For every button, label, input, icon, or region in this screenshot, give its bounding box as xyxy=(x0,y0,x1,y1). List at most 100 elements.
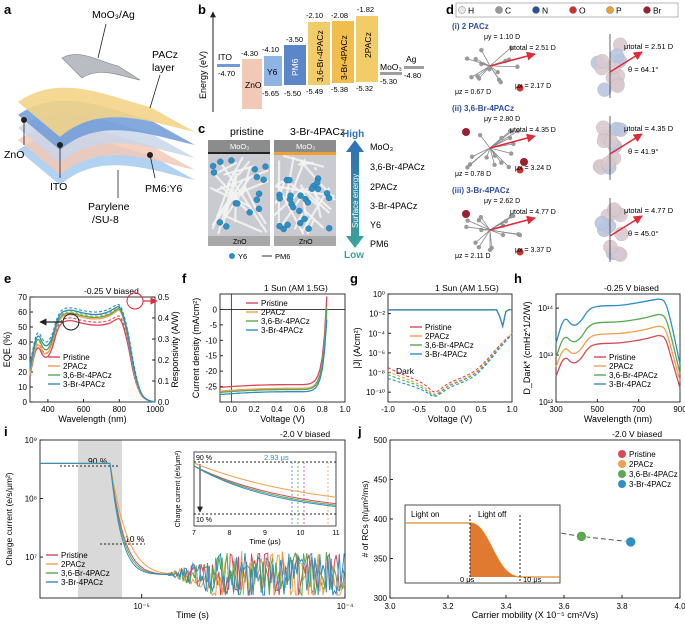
f-ytick-label: -15 xyxy=(205,352,217,361)
e-ytick-label: 60 xyxy=(18,308,27,317)
pm6-band xyxy=(284,45,306,85)
molecule-bond xyxy=(489,137,502,149)
molecule-atom xyxy=(499,160,504,165)
i-ann10: 10 % xyxy=(125,534,145,544)
g-ytick-label: 10⁻⁸ xyxy=(369,369,386,378)
j-legend-label-3: 3-Br-4PACz xyxy=(629,480,671,489)
order-0: MoO₃ xyxy=(370,142,394,152)
twopacz-bottom: -5.32 xyxy=(356,84,373,93)
i-inset-xtick: 10 xyxy=(297,530,305,537)
y6-sphere xyxy=(289,204,297,211)
molecule-bond xyxy=(489,229,504,236)
i-ytick-label: 10⁹ xyxy=(25,436,37,445)
molecule-br-atom xyxy=(462,210,470,218)
pm6-leader xyxy=(149,154,156,179)
panel-j-label: j xyxy=(357,424,362,439)
j-legend-dot-2 xyxy=(618,470,626,478)
c-pristine-zno xyxy=(208,236,270,246)
i-inset-time: 2.93 μs xyxy=(264,453,289,462)
e-ytick-label: 10 xyxy=(18,383,27,392)
dipole-total-arrow xyxy=(609,51,643,73)
c-pristine-zno-label: ZnO xyxy=(233,239,247,246)
g-dark-series-0 xyxy=(387,332,513,393)
c-pristine-interlayer xyxy=(208,152,270,154)
molecule-atom xyxy=(508,128,513,134)
y6-sphere xyxy=(304,199,312,206)
mu-x-1: μx = 3.24 D xyxy=(515,165,551,172)
e-title: -0.25 V biased xyxy=(84,286,139,296)
molecule-atom xyxy=(500,232,506,238)
c-br3-interlayer xyxy=(274,152,336,155)
twopacz-name: 2PACz xyxy=(363,32,373,58)
label-ito: ITO xyxy=(50,181,67,193)
y6-sphere xyxy=(314,185,322,193)
h-ytick-label: 10¹² xyxy=(539,398,554,407)
label-parylene: Parylene xyxy=(88,201,130,213)
molecule-bond xyxy=(489,147,512,154)
y6-sphere xyxy=(209,162,217,170)
energy-axis-label: Energy (eV) xyxy=(198,51,208,99)
y6-sphere xyxy=(276,195,283,202)
molecule-atom xyxy=(492,162,497,168)
g-dark-series-3 xyxy=(387,333,513,397)
panel-g-logj: g -1.0 -0.5 0.0 0.5 1.0 10⁰ 10⁻² 10⁻⁴ 10⁻⁶ 10⁻⁸ 10… xyxy=(350,271,518,424)
i-legend-label-1: 2PACz xyxy=(61,560,85,569)
e-ytick-label: 40 xyxy=(18,338,27,347)
molecule-bond xyxy=(479,134,491,149)
f-ytick-label: -20 xyxy=(205,367,217,376)
j-xlabel: Carrier mobility (X 10⁻⁵ cm²/Vs) xyxy=(472,610,599,620)
e-resp-series-3 xyxy=(29,303,156,403)
atom-legend-dot-h xyxy=(458,6,466,14)
panel-i-label: i xyxy=(4,424,8,439)
f-xtick-label: 0.2 xyxy=(249,405,261,414)
order-1: 3,6-Br-4PACz xyxy=(370,162,425,172)
j-legend-label-1: 2PACz xyxy=(629,460,653,469)
mu-z-2: μz = 2.11 D xyxy=(455,253,491,260)
twopacz-band xyxy=(356,16,378,82)
molecule-bond xyxy=(489,147,495,165)
mu-x-2: μx = 3.37 D xyxy=(515,247,551,254)
j-legend-label-0: Pristine xyxy=(629,450,656,459)
h-ylabel: D_Dark* (cmHz^1/2/W) xyxy=(522,301,532,394)
atom-legend-label-o: O xyxy=(579,6,586,16)
j-xtick-label: 3.4 xyxy=(500,602,512,611)
y6-sphere xyxy=(287,192,294,199)
e-ytick-label: 30 xyxy=(18,353,27,362)
y6-sphere xyxy=(255,190,263,197)
molecule-bond xyxy=(478,229,491,248)
g-xtick-label: 0.0 xyxy=(444,405,456,414)
i-ann90: 90 % xyxy=(88,456,108,466)
label-pm6y6: PM6:Y6 xyxy=(145,183,183,195)
e-y2label: Responsivity (A/W) xyxy=(170,311,180,388)
g-xtick-label: 0.5 xyxy=(475,405,487,414)
pm6-fiber xyxy=(313,166,318,171)
g-dark-label: Dark xyxy=(396,366,415,376)
label-layer: layer xyxy=(152,62,175,74)
g-dark-series-2 xyxy=(387,333,513,396)
molecule-atom xyxy=(499,135,504,141)
y6-sphere xyxy=(255,205,263,213)
f-xlabel: Voltage (V) xyxy=(260,414,305,424)
surface-sphere xyxy=(597,82,612,97)
i-inset-ann90: 90 % xyxy=(196,455,212,462)
g-ytick-label: 10⁻⁴ xyxy=(368,329,385,338)
pacz-leader xyxy=(149,74,161,109)
panel-e-label: e xyxy=(4,271,11,286)
pm6-bottom: -5.50 xyxy=(284,89,301,98)
molecule-br-atom xyxy=(462,128,470,136)
molecule-atom xyxy=(495,69,500,75)
y6-sphere xyxy=(251,166,259,173)
h-title: -0.25 V biased xyxy=(604,283,659,293)
molecule-title-0: (i) 2 PACz xyxy=(452,22,489,31)
e-legend-label-3: 3-Br-4PACz xyxy=(63,380,105,389)
label-pacz: PACz xyxy=(152,49,178,61)
i-frame xyxy=(39,439,346,599)
c-title-br3: 3-Br-4PACz xyxy=(290,126,345,138)
j-point-2 xyxy=(576,531,587,542)
f-xtick-label: 0.8 xyxy=(317,405,329,414)
y6-sphere xyxy=(314,179,321,186)
atom-legend-dot-br xyxy=(643,6,651,14)
molecule-title-2: (iii) 3-Br-4PACz xyxy=(452,186,510,195)
y6-top: -4.10 xyxy=(262,45,279,54)
